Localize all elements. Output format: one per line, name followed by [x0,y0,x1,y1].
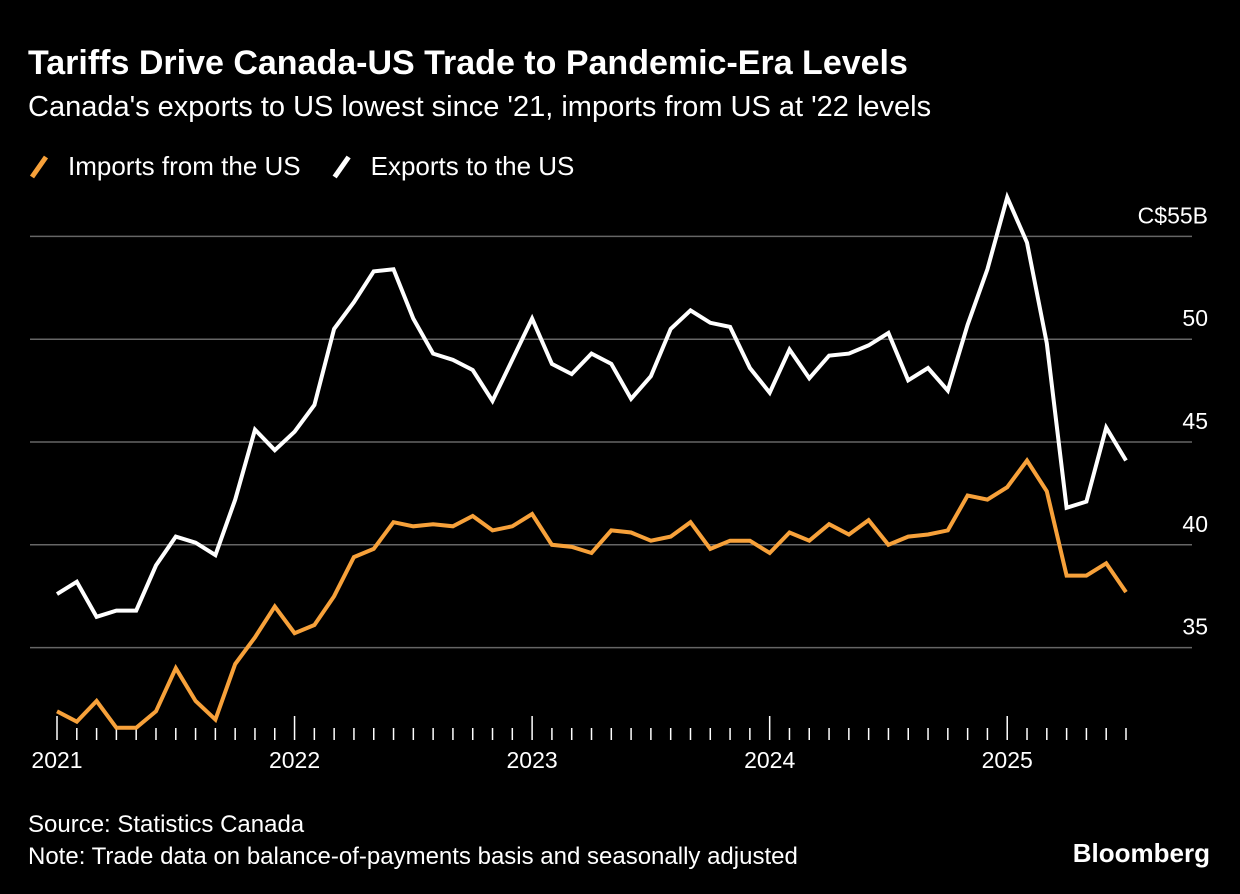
note: Note: Trade data on balance-of-payments … [28,843,798,870]
x-tick-label: 2022 [269,747,320,773]
brand: Bloomberg [1073,838,1210,868]
y-tick-label: 40 [1182,511,1208,537]
legend-label: Imports from the US [68,151,301,181]
series-line [55,191,1128,620]
x-tick-label: 2024 [744,747,795,773]
legend-swatch [332,155,351,179]
y-tick-label: 35 [1182,614,1208,640]
legend-label: Exports to the US [371,151,575,181]
x-tick-label: 2021 [31,747,82,773]
source: Source: Statistics Canada [28,811,305,838]
chart-subtitle: Canada's exports to US lowest since '21,… [28,91,931,123]
x-tick-label: 2023 [507,747,558,773]
y-tick-label: 45 [1182,408,1208,434]
series-line [56,456,1128,730]
chart-title: Tariffs Drive Canada-US Trade to Pandemi… [28,44,908,82]
y-tick-label: C$55B [1138,202,1208,228]
x-tick-label: 2025 [982,747,1033,773]
legend-swatch [29,155,49,179]
y-tick-label: 50 [1182,305,1208,331]
